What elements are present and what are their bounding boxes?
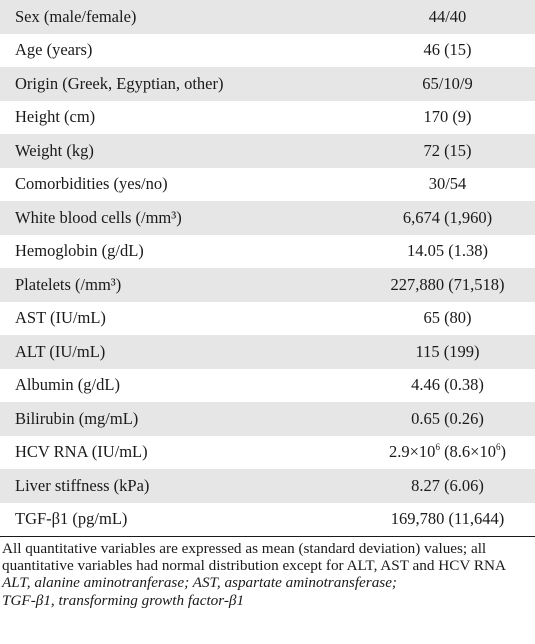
table-row: Liver stiffness (kPa) 8.27 (6.06)	[0, 469, 535, 503]
row-value: 46 (15)	[423, 40, 472, 59]
footnote-abbreviations-2: TGF-β1, transforming growth factor-β1	[2, 591, 245, 609]
row-value: 2.9×106 (8.6×106)	[366, 436, 535, 470]
table-row: White blood cells (/mm³) 6,674 (1,960)	[0, 201, 535, 235]
characteristics-table: Sex (male/female) 44/40 Age (years) 46 (…	[0, 0, 535, 537]
row-label: TGF-β1 (pg/mL)	[0, 502, 366, 537]
table-row: Weight (kg) 72 (15)	[0, 134, 535, 168]
row-label: Platelets (/mm³)	[0, 268, 366, 302]
table-row: Platelets (/mm³) 227,880 (71,518)	[0, 268, 535, 302]
row-value: 4.46 (0.38)	[411, 375, 484, 394]
row-label: Albumin (g/dL)	[15, 375, 120, 394]
row-value: 227,880 (71,518)	[366, 268, 535, 302]
row-label: Weight (kg)	[0, 134, 366, 168]
table-row: Height (cm) 170 (9)	[0, 101, 535, 135]
row-label: HCV RNA (IU/mL)	[15, 442, 148, 461]
footnote-statistics: All quantitative variables are expressed…	[2, 539, 506, 574]
hcv-value-sd-base: (8.6×10	[439, 442, 496, 461]
row-value: 169,780 (11,644)	[366, 502, 535, 537]
characteristics-table-container: Sex (male/female) 44/40 Age (years) 46 (…	[0, 0, 535, 537]
table-row: Sex (male/female) 44/40	[0, 0, 535, 34]
table-row: Albumin (g/dL) 4.46 (0.38)	[0, 369, 535, 403]
row-label: Height (cm)	[15, 107, 96, 126]
table-row: AST (IU/mL) 65 (80)	[0, 302, 535, 336]
row-label: Sex (male/female)	[0, 0, 366, 34]
row-label: ALT (IU/mL)	[0, 335, 366, 369]
row-value: 72 (15)	[366, 134, 535, 168]
row-value: 8.27 (6.06)	[366, 469, 535, 503]
row-label: AST (IU/mL)	[15, 308, 106, 327]
row-value: 170 (9)	[423, 107, 472, 126]
table-row: Comorbidities (yes/no) 30/54	[0, 168, 535, 202]
footnote-abbreviations-1: ALT, alanine aminotranferase; AST, aspar…	[2, 574, 397, 592]
hcv-value-sd-exponent: 6	[496, 441, 501, 452]
hcv-value-base: 2.9×10	[389, 442, 436, 461]
row-value: 0.65 (0.26)	[366, 402, 535, 436]
table-row: Hemoglobin (g/dL) 14.05 (1.38)	[0, 235, 535, 269]
table-row: Age (years) 46 (15)	[0, 34, 535, 68]
row-value: 6,674 (1,960)	[366, 201, 535, 235]
row-value: 30/54	[428, 174, 467, 193]
row-value: 65 (80)	[423, 308, 472, 327]
row-value: 14.05 (1.38)	[406, 241, 489, 260]
row-label: Age (years)	[15, 40, 93, 59]
row-label: Liver stiffness (kPa)	[0, 469, 366, 503]
row-value: 65/10/9	[366, 67, 535, 101]
table-row: HCV RNA (IU/mL) 2.9×106 (8.6×106)	[0, 436, 535, 470]
row-label: Origin (Greek, Egyptian, other)	[0, 67, 366, 101]
table-footnotes: All quantitative variables are expressed…	[0, 537, 535, 610]
row-label: Comorbidities (yes/no)	[15, 174, 168, 193]
row-label: White blood cells (/mm³)	[0, 201, 366, 235]
row-label: Hemoglobin (g/dL)	[15, 241, 144, 260]
table-row: TGF-β1 (pg/mL) 169,780 (11,644)	[0, 502, 535, 537]
row-label: Bilirubin (mg/mL)	[0, 402, 366, 436]
hcv-value-close: )	[500, 442, 507, 461]
table-row: Origin (Greek, Egyptian, other) 65/10/9	[0, 67, 535, 101]
hcv-value-exponent: 6	[435, 441, 440, 452]
table-row: ALT (IU/mL) 115 (199)	[0, 335, 535, 369]
table-row: Bilirubin (mg/mL) 0.65 (0.26)	[0, 402, 535, 436]
row-value: 115 (199)	[366, 335, 535, 369]
row-value: 44/40	[366, 0, 535, 34]
